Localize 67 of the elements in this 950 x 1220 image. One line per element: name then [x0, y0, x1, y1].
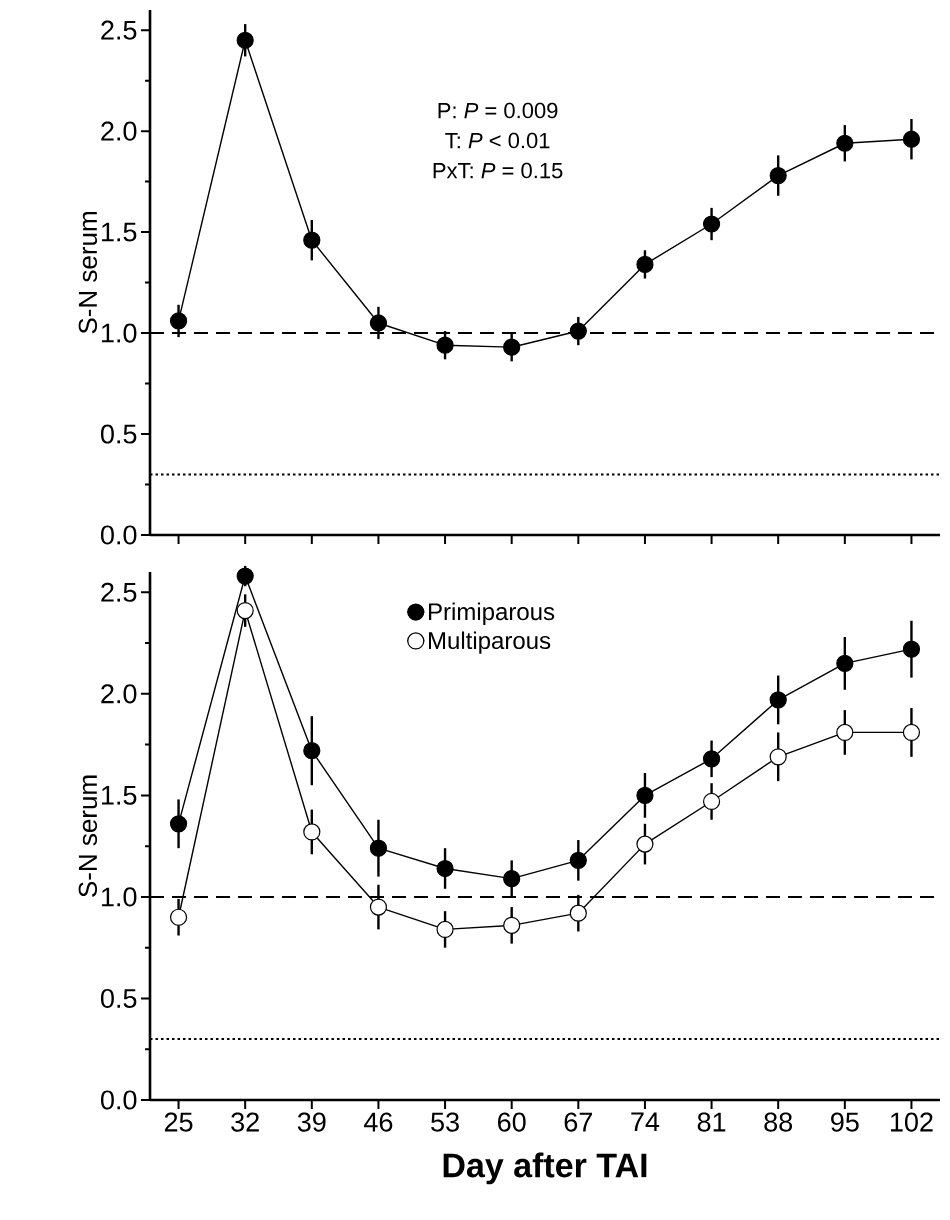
annotation: P: P = 0.009	[438, 102, 558, 119]
y-tick-label: 2.0	[101, 121, 137, 141]
point	[769, 691, 787, 709]
annotation: T: P < 0.01	[445, 132, 550, 149]
legend-label: Multiparous	[428, 631, 551, 654]
point	[569, 851, 587, 869]
point	[303, 231, 321, 249]
point	[169, 815, 188, 833]
point	[569, 904, 587, 922]
point	[236, 601, 254, 620]
x-tick-label: 81	[697, 1112, 726, 1132]
point	[836, 134, 854, 152]
x-tick-label: 67	[564, 1112, 592, 1132]
point	[902, 723, 921, 742]
y-tick-label: 0.0	[100, 525, 137, 545]
y-tick-label: 0.5	[100, 988, 137, 1009]
point	[503, 870, 521, 888]
point	[169, 908, 188, 926]
y-tick-label: 2.5	[101, 20, 137, 40]
point	[902, 130, 921, 148]
point	[303, 823, 321, 841]
x-tick-label: 88	[764, 1112, 793, 1132]
x-tick-label: 95	[831, 1112, 859, 1132]
y-tick-label: 2.5	[101, 582, 137, 602]
y-axis-title: S-N serum	[78, 212, 98, 334]
y-tick-label: 1.0	[101, 887, 137, 907]
x-tick-label: 102	[890, 1112, 933, 1132]
point	[369, 314, 388, 332]
x-tick-label: 53	[431, 1112, 459, 1132]
point	[636, 255, 654, 274]
x-tick-label: 60	[498, 1112, 526, 1132]
point	[169, 312, 188, 330]
y-tick-label: 2.0	[101, 684, 137, 704]
point	[569, 322, 587, 340]
point	[902, 640, 921, 658]
point	[636, 786, 654, 804]
x-axis-title: Day after TAI	[443, 1152, 647, 1185]
point	[503, 338, 521, 356]
point	[303, 742, 321, 760]
point	[769, 166, 787, 185]
point	[769, 748, 787, 766]
point	[436, 920, 454, 939]
y-axis-title: S-N serum	[78, 775, 98, 897]
y-tick-label: 0.0	[100, 1090, 137, 1110]
point	[702, 215, 721, 233]
x-tick-label: 25	[164, 1112, 193, 1132]
point	[636, 835, 654, 853]
y-tick-label: 1.5	[101, 785, 137, 805]
point	[236, 31, 254, 49]
point	[836, 654, 854, 672]
point	[836, 723, 854, 742]
point	[369, 839, 388, 857]
y-tick-label: 0.5	[100, 424, 137, 444]
y-tick-label: 1.5	[101, 222, 137, 242]
point	[436, 859, 454, 878]
point	[702, 792, 721, 811]
legend-label: Primiparous	[428, 602, 555, 625]
y-tick-label: 1.0	[101, 323, 137, 343]
x-tick-label: 39	[297, 1112, 326, 1132]
x-tick-label: 46	[364, 1112, 393, 1132]
x-tick-label: 74	[631, 1112, 660, 1132]
annotation: PxT: P = 0.15	[433, 162, 563, 179]
point	[369, 898, 388, 916]
point	[436, 336, 454, 354]
point	[702, 750, 721, 768]
x-tick-label: 32	[231, 1112, 259, 1132]
point	[503, 916, 521, 934]
